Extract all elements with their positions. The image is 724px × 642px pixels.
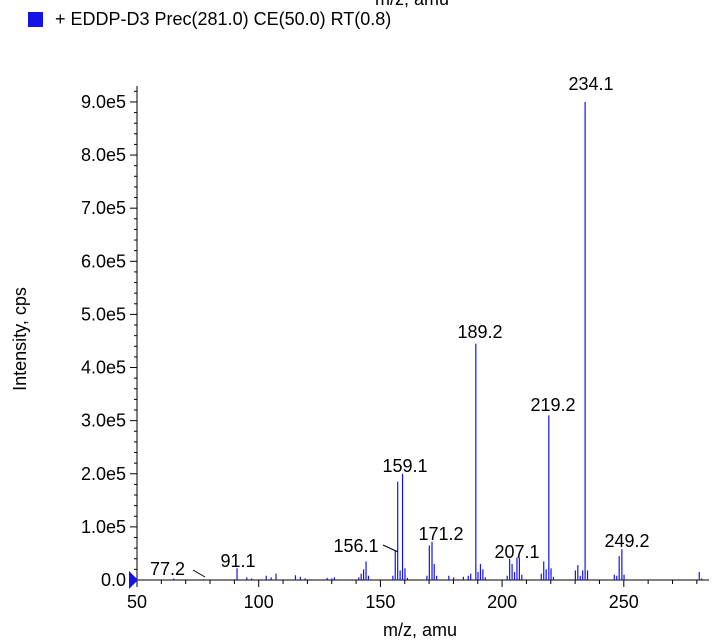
peak-label: 171.2 [418,524,463,544]
spectrum-bars [173,101,703,580]
y-tick-label: 6.0e5 [81,251,126,271]
peak-label: 234.1 [568,74,613,94]
x-tick-label: 200 [487,592,517,612]
legend-swatch [28,11,43,27]
y-tick-label: 5.0e5 [81,304,126,324]
peak-label-leader [382,544,399,553]
peak-label: 207.1 [494,542,539,562]
top-axis-label-fragment: m/z, amu [375,0,449,10]
y-tick-label: 4.0e5 [81,358,126,378]
peak-label-leader [192,569,206,578]
y-tick-label: 2.0e5 [81,464,126,484]
legend-label: + EDDP-D3 Prec(281.0) CE(50.0) RT(0.8) [55,8,392,29]
peak-label: 156.1 [333,536,378,556]
legend: + EDDP-D3 Prec(281.0) CE(50.0) RT(0.8) [28,6,391,32]
x-axis-label: m/z, amu [383,620,457,640]
peak-label: 189.2 [457,322,502,342]
peak-label: 159.1 [382,456,427,476]
peak-annotations: 77.2 91.1 156.1 159.1 171.2 189.2 207.1 219.2 23… [129,74,650,589]
y-tick-label: 7.0e5 [81,198,126,218]
y-tick-label: 9.0e5 [81,92,126,112]
y-tick-label: 1.0e5 [81,517,126,537]
peak-label: 77.2 [150,559,185,579]
y-tick-label: 3.0e5 [81,411,126,431]
x-tick-label: 50 [127,592,147,612]
y-axis-label: Intensity, cps [10,287,30,391]
x-tick-label: 250 [609,592,639,612]
y-tick-label: 0.0 [101,570,126,590]
y-tick-label: 8.0e5 [81,145,126,165]
peak-label: 219.2 [530,395,575,415]
peak-label: 249.2 [604,531,649,551]
x-axis: 50 100 150 200 250 [127,579,709,612]
x-tick-label: 150 [365,592,395,612]
x-tick-label: 100 [244,592,274,612]
precursor-marker-icon [129,571,138,589]
y-axis: 0.0 1.0e5 2.0e5 3.0e5 4.0e5 5.0e5 6.0e5 7.0e5 8.… [81,86,138,590]
peak-label: 91.1 [220,551,255,571]
